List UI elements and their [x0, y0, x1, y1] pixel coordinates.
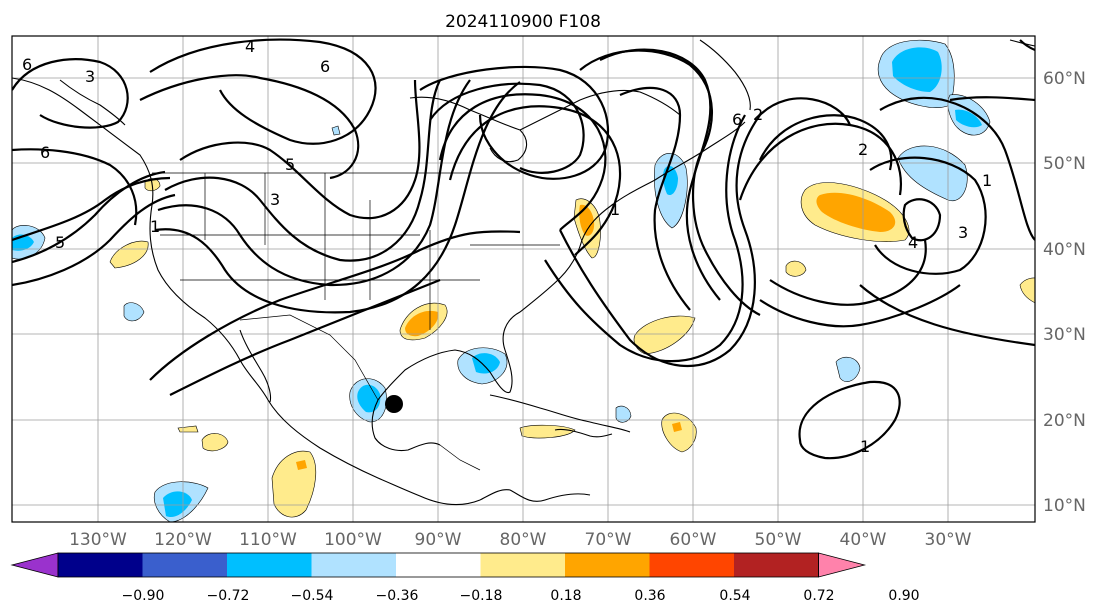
lon-label: 30°W	[925, 530, 972, 550]
map-area	[12, 36, 1035, 522]
colorbar-tick: −0.90	[122, 588, 165, 604]
colorbar-segment	[565, 553, 650, 577]
contour-label: 1	[982, 171, 992, 190]
colorbar-segment	[58, 553, 143, 577]
lon-label: 100°W	[324, 530, 382, 550]
lat-label: 50°N	[1043, 154, 1086, 174]
colorbar-segment	[734, 553, 819, 577]
contour-label: 1	[610, 200, 620, 219]
colorbar-extend-left	[10, 552, 59, 578]
contour-label: 3	[270, 190, 280, 209]
contour-label: 5	[55, 233, 65, 252]
colorbar-segment	[480, 553, 566, 577]
lon-label: 40°W	[840, 530, 887, 550]
colorbar-segment	[311, 553, 397, 577]
lat-label: 20°N	[1043, 411, 1086, 431]
contour-label: 6	[22, 55, 32, 74]
colorbar-tick: −0.72	[207, 588, 250, 604]
lat-label: 30°N	[1043, 325, 1086, 345]
lon-label: 50°W	[755, 530, 802, 550]
map-title: 2024110900 F108	[445, 12, 601, 32]
contour-label: 5	[285, 155, 295, 174]
lon-label: 110°W	[239, 530, 297, 550]
lat-lon-grid	[12, 36, 1035, 522]
contour-label: 3	[958, 223, 968, 242]
lat-label: 60°N	[1043, 69, 1086, 89]
political-borders	[152, 172, 560, 471]
lon-label: 80°W	[500, 530, 547, 550]
colorbar-tick: −0.54	[291, 588, 334, 604]
coastlines	[12, 39, 1035, 506]
contour-label: 3	[85, 67, 95, 86]
colorbar-tick: −0.36	[376, 588, 419, 604]
lat-label: 10°N	[1043, 496, 1086, 516]
shaded-positive-regions	[109, 178, 1035, 518]
colorbar-outline	[57, 552, 819, 578]
colorbar-tick: 0.90	[888, 588, 919, 604]
longitude-labels: 130°W 120°W 110°W 100°W 90°W 80°W 70°W 6…	[69, 530, 972, 550]
contour-label: 1	[150, 217, 160, 236]
contour-label: 2	[858, 140, 868, 159]
colorbar-tick: 0.36	[634, 588, 665, 604]
colorbar-segment	[142, 553, 228, 577]
contour-label: 2	[753, 105, 763, 124]
colorbar-segment	[396, 553, 481, 577]
lon-label: 70°W	[585, 530, 632, 550]
lon-label: 130°W	[69, 530, 127, 550]
contour-value-labels: 6 3 4 6 6 5 3 1 5 1 2 4 3 1 2 6 1	[22, 37, 992, 456]
contour-label: 6	[320, 57, 330, 76]
contour-label: 1	[860, 437, 870, 456]
colorbar	[10, 552, 867, 578]
colorbar-tick: −0.18	[460, 588, 503, 604]
colorbar-extend-right	[818, 552, 867, 578]
lat-label: 40°N	[1043, 240, 1086, 260]
colorbar-tick: 0.54	[719, 588, 750, 604]
contour-label: 4	[908, 233, 918, 252]
colorbar-tick-labels: −0.90 −0.72 −0.54 −0.36 −0.18 0.18 0.36 …	[122, 588, 920, 604]
contour-label: 4	[245, 37, 255, 56]
lon-label: 90°W	[415, 530, 462, 550]
map-frame	[11, 35, 1036, 523]
colorbar-tick: 0.72	[803, 588, 834, 604]
lon-label: 120°W	[154, 530, 212, 550]
colorbar-segment	[227, 553, 312, 577]
colorbar-segment	[649, 553, 735, 577]
colorbar-tick: 0.18	[550, 588, 581, 604]
contour-label: 6	[732, 110, 742, 129]
contour-lines	[12, 38, 1035, 460]
storm-center-dot	[385, 395, 403, 413]
latitude-labels: 60°N 50°N 40°N 30°N 20°N 10°N	[1043, 69, 1086, 516]
contour-label: 6	[40, 143, 50, 162]
lon-label: 60°W	[670, 530, 717, 550]
